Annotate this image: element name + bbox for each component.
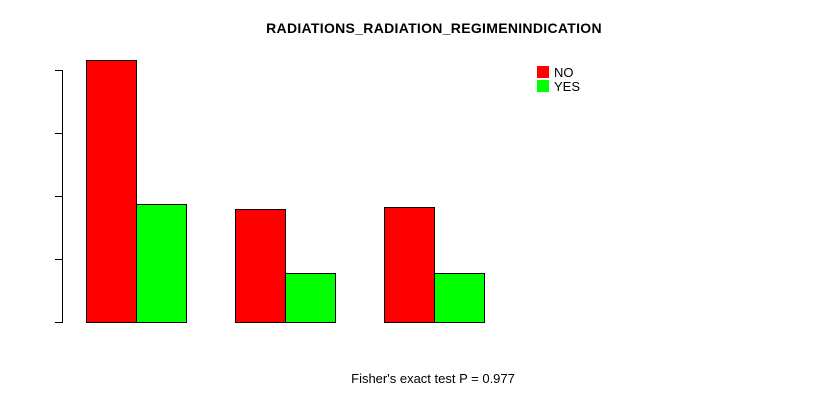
bar-yes-subtype1 [136, 204, 187, 323]
y-tick-mark [55, 133, 62, 134]
annotation-text: Fisher's exact test P = 0.977 [351, 371, 515, 386]
legend-item-yes: YES [537, 78, 581, 94]
y-axis-line [62, 70, 63, 323]
bar-yes-subtype2 [285, 273, 336, 323]
bar-yes-subtype3 [434, 273, 485, 323]
bar-no-subtype2 [235, 209, 286, 323]
legend-swatch-icon [537, 80, 549, 92]
legend-label: NO [554, 64, 574, 80]
legend-label: YES [554, 78, 581, 94]
y-tick-mark [55, 259, 62, 260]
legend-item-no: NO [537, 64, 580, 80]
bar-no-subtype3 [384, 207, 435, 323]
y-tick-mark [55, 322, 62, 323]
y-tick-mark [55, 70, 62, 71]
y-tick-mark [55, 196, 62, 197]
legend-swatch-icon [537, 66, 549, 78]
chart-title: RADIATIONS_RADIATION_REGIMENINDICATION [266, 20, 602, 36]
legend: NO YES [537, 64, 581, 94]
bar-no-subtype1 [86, 60, 137, 323]
